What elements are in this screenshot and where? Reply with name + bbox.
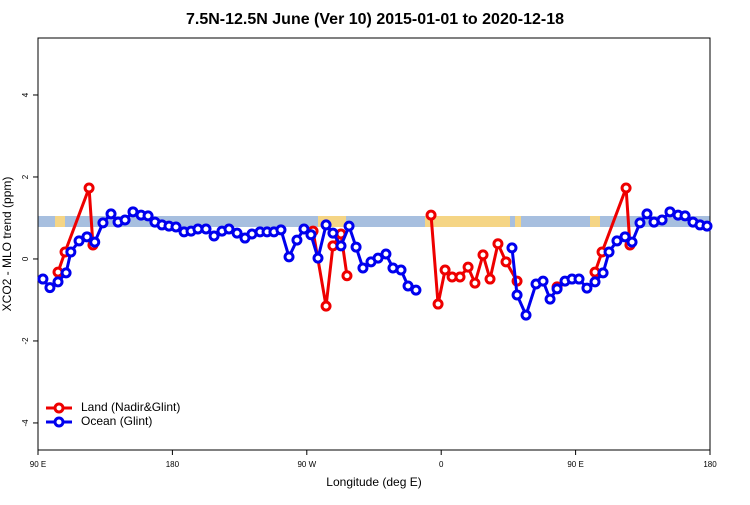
data-point (484, 273, 496, 285)
data-point (312, 252, 324, 264)
data-point (231, 227, 243, 239)
x-axis-label: Longitude (deg E) (326, 475, 421, 489)
data-point (500, 256, 512, 268)
x-tick-label: 90 W (297, 460, 316, 469)
data-point (656, 214, 668, 226)
data-point (37, 273, 49, 285)
data-point (275, 224, 287, 236)
data-point (410, 284, 422, 296)
data-point (603, 246, 615, 258)
data-point (200, 223, 212, 235)
legend-marker (53, 402, 65, 414)
data-point (283, 251, 295, 263)
data-point (469, 277, 481, 289)
data-point (626, 236, 638, 248)
data-point (537, 275, 549, 287)
y-tick-label: 4 (21, 92, 30, 97)
data-point (454, 271, 466, 283)
mask-land (318, 216, 346, 227)
mask-land (515, 216, 521, 227)
legend-label: Ocean (Glint) (81, 414, 152, 428)
data-point (170, 221, 182, 233)
data-point (492, 238, 504, 250)
data-point (357, 262, 369, 274)
x-tick-label: 90 E (567, 460, 583, 469)
chart-title: 7.5N-12.5N June (Ver 10) 2015-01-01 to 2… (186, 11, 564, 28)
data-point (89, 236, 101, 248)
data-point (425, 209, 437, 221)
data-point (320, 300, 332, 312)
legend-marker (53, 416, 65, 428)
data-point (343, 220, 355, 232)
x-tick-label: 180 (166, 460, 180, 469)
data-point (634, 217, 646, 229)
data-point (142, 210, 154, 222)
y-axis-label: XCO2 - MLO trend (ppm) (0, 177, 14, 312)
data-point (506, 242, 518, 254)
data-point (97, 217, 109, 229)
data-point (380, 248, 392, 260)
data-point (432, 298, 444, 310)
data-point (83, 182, 95, 194)
data-point (395, 264, 407, 276)
data-point (372, 252, 384, 264)
data-point (335, 240, 347, 252)
data-point (60, 267, 72, 279)
x-tick-label: 90 E (30, 460, 46, 469)
data-point (439, 264, 451, 276)
data-point (298, 223, 310, 235)
y-tick-label: 0 (21, 256, 30, 261)
data-point (573, 273, 585, 285)
legend-label: Land (Nadir&Glint) (81, 400, 180, 414)
mask-land (590, 216, 600, 227)
data-point (597, 267, 609, 279)
data-point (44, 282, 56, 294)
land-mask (38, 216, 710, 227)
data-point (341, 270, 353, 282)
data-point (611, 235, 623, 247)
data-point (581, 282, 593, 294)
data-point (641, 208, 653, 220)
data-point (477, 249, 489, 261)
data-point (81, 231, 93, 243)
data-point (223, 223, 235, 235)
data-point (619, 231, 631, 243)
y-tick-label: -2 (21, 337, 30, 345)
data-point (511, 289, 523, 301)
mask-land (55, 216, 65, 227)
x-tick-label: 0 (439, 460, 444, 469)
data-point (589, 276, 601, 288)
data-point (208, 230, 220, 242)
x-tick-label: 180 (703, 460, 717, 469)
data-point (327, 227, 339, 239)
legend: Land (Nadir&Glint)Ocean (Glint) (46, 400, 180, 428)
data-point (350, 241, 362, 253)
data-point (701, 220, 713, 232)
data-point (462, 261, 474, 273)
data-point (320, 219, 332, 231)
y-tick-label: 2 (21, 174, 30, 179)
data-point (305, 229, 317, 241)
y-tick-label: -4 (21, 419, 30, 427)
plot-frame (37, 37, 711, 451)
data-point (73, 235, 85, 247)
data-point (402, 280, 414, 292)
data-point (520, 309, 532, 321)
data-point (544, 293, 556, 305)
data-point (620, 182, 632, 194)
mask-band (38, 216, 710, 227)
data-point (679, 210, 691, 222)
data-point (291, 234, 303, 246)
data-point (119, 214, 131, 226)
data-point (65, 246, 77, 258)
data-point (551, 283, 563, 295)
data-point (52, 276, 64, 288)
mask-land (425, 216, 510, 227)
data-point (105, 208, 117, 220)
